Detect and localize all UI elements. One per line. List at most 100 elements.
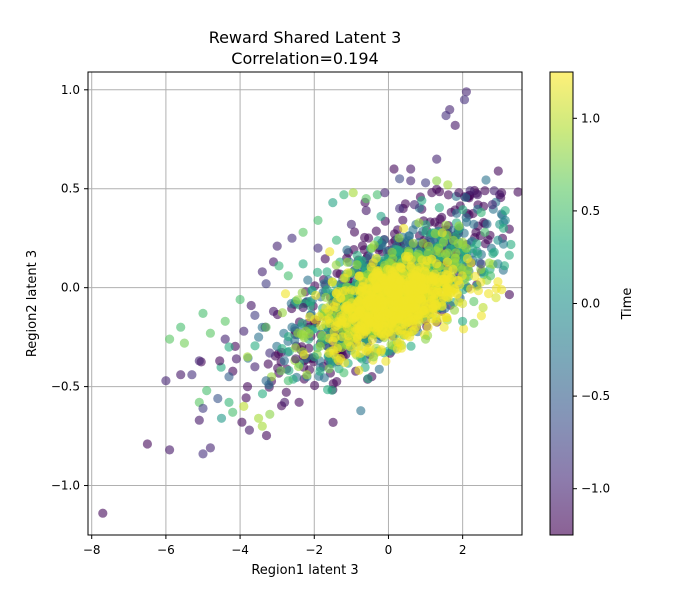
scatter-point bbox=[322, 285, 332, 295]
scatter-point bbox=[487, 200, 497, 210]
scatter-point bbox=[320, 254, 330, 264]
scatter-point bbox=[448, 264, 458, 274]
scatter-point bbox=[533, 204, 542, 213]
scatter-point bbox=[342, 322, 352, 332]
scatter-point bbox=[379, 321, 389, 331]
scatter-point bbox=[302, 370, 312, 380]
scatter-point bbox=[396, 263, 406, 273]
scatter-point bbox=[215, 356, 225, 366]
scatter-point bbox=[354, 365, 364, 375]
scatter-point bbox=[470, 271, 480, 281]
scatter-point bbox=[322, 267, 332, 277]
scatter-point bbox=[274, 261, 284, 271]
scatter-point bbox=[339, 190, 349, 200]
scatter-point bbox=[442, 285, 452, 295]
x-axis-ticks: −8 −6 −4 −2 0 2 bbox=[83, 535, 466, 557]
scatter-point bbox=[461, 192, 471, 202]
colorbar-tick-label: −1.0 bbox=[581, 482, 610, 496]
scatter-point bbox=[374, 270, 384, 280]
scatter-point bbox=[179, 338, 189, 348]
scatter-point bbox=[454, 188, 464, 198]
scatter-point bbox=[361, 194, 371, 204]
scatter-point bbox=[469, 318, 479, 328]
scatter-point bbox=[284, 365, 294, 376]
colorbar-label: Time bbox=[620, 288, 635, 321]
scatter-point bbox=[472, 239, 482, 249]
scatter-point bbox=[406, 164, 416, 174]
scatter-point bbox=[489, 247, 499, 257]
scatter-point bbox=[392, 344, 402, 354]
y-axis-label: Region2 latent 3 bbox=[25, 250, 40, 357]
scatter-point bbox=[331, 260, 341, 270]
scatter-point bbox=[231, 354, 241, 364]
scatter-point bbox=[283, 271, 293, 281]
scatter-point bbox=[484, 258, 494, 268]
scatter-point bbox=[469, 219, 479, 229]
scatter-point bbox=[356, 406, 366, 416]
scatter-point bbox=[481, 175, 491, 185]
scatter-point bbox=[476, 259, 486, 269]
scatter-point bbox=[277, 344, 287, 354]
scatter-point bbox=[298, 330, 308, 341]
scatter-point bbox=[342, 257, 352, 267]
scatter-point bbox=[409, 279, 419, 290]
y-axis-ticks: −1.0 −0.5 0.0 0.5 1.0 bbox=[51, 83, 88, 493]
scatter-point bbox=[485, 271, 496, 281]
scatter-point bbox=[333, 287, 343, 297]
scatter-point bbox=[387, 247, 397, 257]
scatter-point bbox=[461, 213, 471, 223]
scatter-point bbox=[361, 205, 371, 216]
scatter-point bbox=[421, 178, 431, 188]
scatter-point bbox=[176, 370, 186, 380]
scatter-point bbox=[426, 271, 436, 282]
y-tick-label: −1.0 bbox=[51, 479, 80, 493]
scatter-point bbox=[250, 310, 260, 320]
scatter-point bbox=[472, 190, 483, 200]
scatter-point bbox=[417, 196, 427, 206]
scatter-point bbox=[418, 238, 428, 248]
scatter-point bbox=[254, 413, 264, 423]
scatter-point bbox=[374, 364, 384, 374]
scatter-point bbox=[473, 286, 483, 296]
scatter-point bbox=[309, 352, 319, 362]
scatter-point bbox=[287, 322, 297, 332]
scatter-point bbox=[398, 215, 408, 225]
scatter-point bbox=[493, 259, 503, 269]
scatter-point bbox=[261, 430, 272, 441]
x-tick-label: 0 bbox=[385, 543, 393, 557]
scatter-point bbox=[327, 385, 337, 395]
scatter-point bbox=[513, 187, 522, 197]
scatter-point bbox=[433, 243, 444, 253]
scatter-point bbox=[292, 295, 302, 305]
colorbar-tick-label: −0.5 bbox=[581, 389, 610, 403]
scatter-point bbox=[365, 342, 375, 352]
scatter-point bbox=[414, 218, 424, 228]
scatter-point bbox=[198, 308, 208, 318]
scatter-point bbox=[299, 350, 309, 360]
scatter-point bbox=[246, 300, 256, 311]
scatter-point bbox=[303, 275, 313, 285]
scatter-point bbox=[397, 320, 407, 330]
scatter-point bbox=[366, 262, 376, 272]
colorbar-ticks: −1.0 −0.5 0.0 0.5 1.0 bbox=[573, 111, 610, 496]
scatter-point bbox=[423, 322, 433, 332]
scatter-point bbox=[367, 335, 377, 345]
scatter-point bbox=[294, 361, 304, 372]
scatter-point bbox=[254, 332, 264, 342]
scatter-point bbox=[224, 342, 234, 352]
scatter-point bbox=[316, 321, 326, 331]
scatter-point bbox=[321, 303, 331, 313]
scatter-point bbox=[461, 87, 471, 97]
scatter-point bbox=[213, 393, 223, 404]
scatter-point bbox=[453, 275, 463, 285]
scatter-point bbox=[357, 241, 368, 251]
scatter-point bbox=[378, 304, 388, 314]
scatter-point bbox=[328, 417, 338, 427]
scatter-point bbox=[443, 190, 453, 200]
x-tick-label: −4 bbox=[231, 543, 249, 557]
scatter-point bbox=[268, 306, 279, 316]
scatter-point bbox=[297, 288, 307, 298]
scatter-point bbox=[417, 285, 427, 295]
scatter-point bbox=[313, 243, 323, 253]
scatter-point bbox=[324, 314, 334, 324]
